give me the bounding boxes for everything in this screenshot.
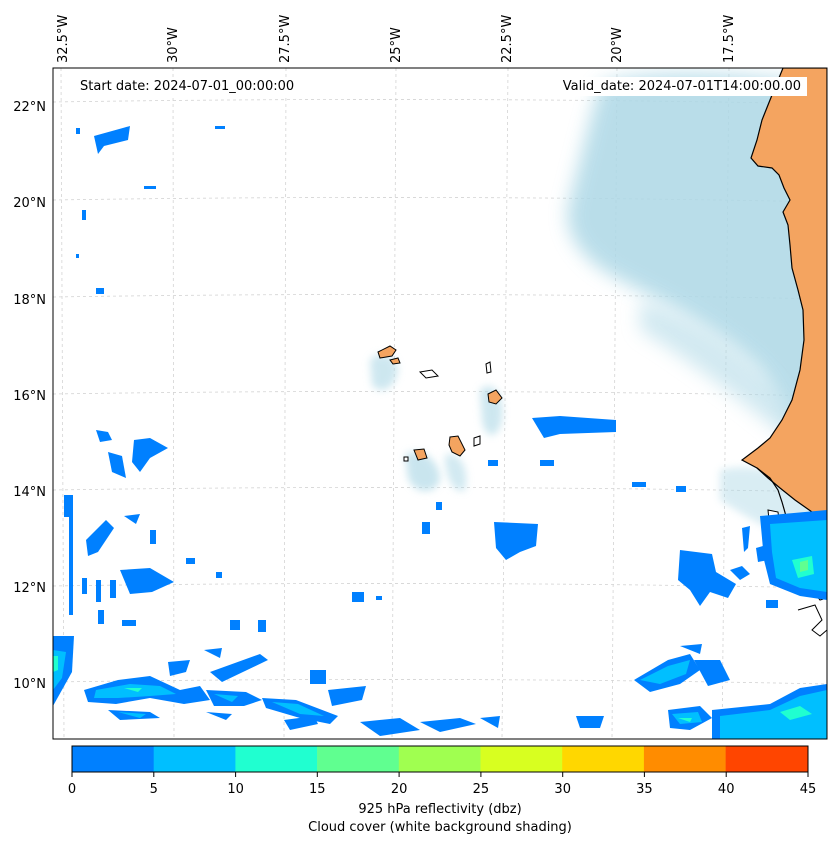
colorbar-bin — [725, 746, 808, 772]
colorbar-bin — [235, 746, 318, 772]
colorbar-bin — [562, 746, 645, 772]
colorbar-tick: 10 — [227, 782, 244, 797]
reflectivity-20-25 — [800, 560, 808, 572]
colorbar-tick: 20 — [391, 782, 408, 797]
lat-label: 16°N — [13, 389, 46, 404]
map-panel: 32.5°W 30°W 27.5°W 25°W 22.5°W 20°W 17.5… — [13, 15, 828, 740]
longitude-labels: 32.5°W 30°W 27.5°W 25°W 22.5°W 20°W 17.5… — [56, 15, 737, 63]
colorbar-frame — [71, 745, 809, 773]
colorbar-tick: 30 — [554, 782, 571, 797]
colorbar-bin — [153, 746, 236, 772]
colorbar-bin — [72, 746, 154, 772]
cape-verde-islands — [377, 345, 503, 462]
lat-label: 18°N — [13, 293, 46, 308]
lon-label: 20°W — [610, 27, 625, 63]
lat-label: 10°N — [13, 677, 46, 692]
lon-label: 30°W — [166, 27, 181, 63]
valid-date-label: Valid_date: 2024-07-01T14:00:00.00 — [556, 77, 807, 96]
lon-label: 27.5°W — [278, 15, 293, 63]
colorbar-tick: 40 — [718, 782, 735, 797]
colorbar-tick: 5 — [150, 782, 158, 797]
start-date-label: Start date: 2024-07-01_00:00:00 — [74, 77, 301, 96]
latitude-labels: 22°N 20°N 18°N 16°N 14°N 12°N 10°N — [13, 100, 46, 692]
colorbar-bin — [480, 746, 563, 772]
colorbar-tick: 15 — [309, 782, 326, 797]
colorbar-bin — [643, 746, 726, 772]
lat-label: 12°N — [13, 581, 46, 596]
colorbar-sublabel: Cloud cover (white background shading) — [308, 820, 572, 835]
colorbar-bin — [317, 746, 400, 772]
lat-label: 14°N — [13, 485, 46, 500]
lon-label: 32.5°W — [56, 15, 71, 63]
colorbar: 0 5 10 15 20 25 30 35 40 45 925 hPa refl… — [68, 745, 817, 835]
lat-label: 22°N — [13, 100, 46, 115]
colorbar-tick: 0 — [68, 782, 76, 797]
map-frame — [52, 67, 828, 740]
lat-label: 20°N — [13, 196, 46, 211]
lon-label: 17.5°W — [722, 15, 737, 63]
graticule — [53, 68, 827, 739]
colorbar-label: 925 hPa reflectivity (dbz) — [358, 802, 521, 817]
lon-label: 25°W — [389, 27, 404, 63]
lon-label: 22.5°W — [500, 15, 515, 63]
colorbar-bin — [398, 746, 481, 772]
colorbar-tick: 25 — [473, 782, 490, 797]
colorbar-tick: 35 — [636, 782, 653, 797]
colorbar-tick: 45 — [800, 782, 817, 797]
